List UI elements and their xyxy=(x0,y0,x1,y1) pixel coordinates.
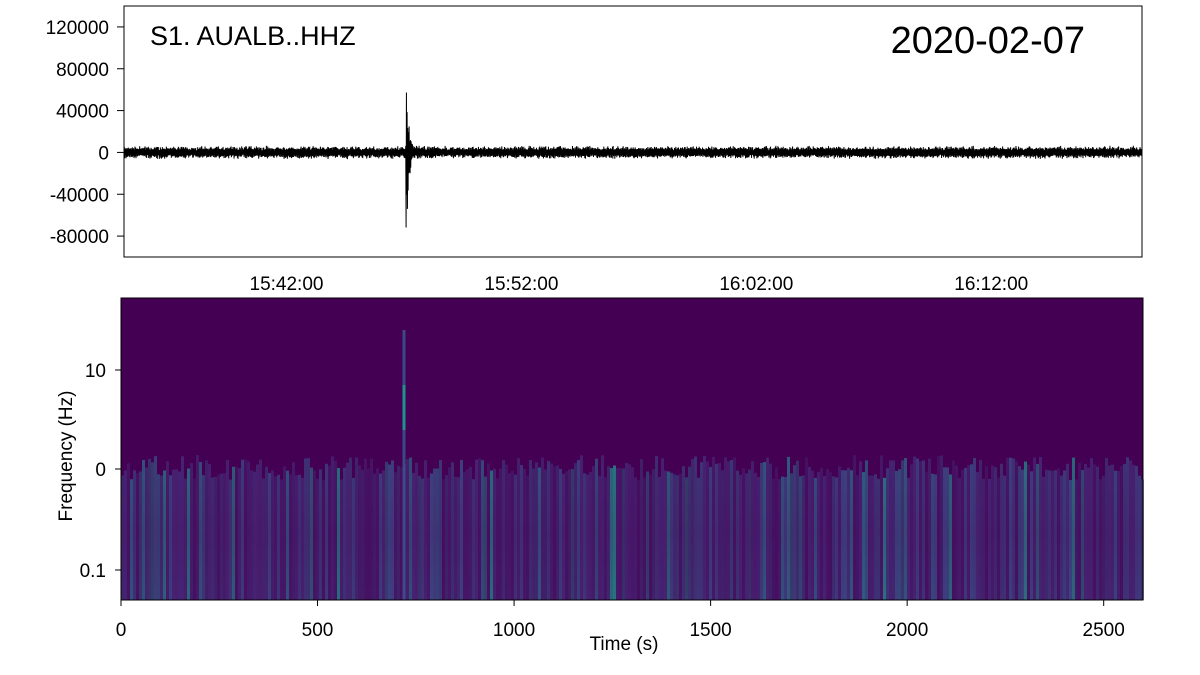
time-tick-label: 16:12:00 xyxy=(954,274,1028,295)
spectrogram-x-tick-label: 1500 xyxy=(689,620,731,641)
waveform-y-tick-label: 80000 xyxy=(56,60,109,81)
waveform-y-tick-label: 40000 xyxy=(56,102,109,123)
spectrogram-y-tick-label: 0 xyxy=(95,460,106,481)
time-tick-label: 16:02:00 xyxy=(719,274,793,295)
y-axis-title: Frequency (Hz) xyxy=(56,391,77,522)
spectrogram-fade xyxy=(121,455,1143,600)
waveform-trace xyxy=(123,92,1143,228)
date-label: 2020-02-07 xyxy=(891,20,1085,62)
waveform-y-tick-label: -40000 xyxy=(50,185,109,206)
spectrogram-x-tick-label: 2500 xyxy=(1083,620,1125,641)
spectrogram-x-tick-marks xyxy=(120,600,1105,606)
x-axis-title: Time (s) xyxy=(590,634,659,655)
waveform-line xyxy=(123,92,1143,228)
spectrogram-x-tick-labels: 0 500 1000 1500 2000 2500 xyxy=(116,620,1125,641)
spectrogram-x-tick-label: 1000 xyxy=(493,620,535,641)
spectrogram-frame xyxy=(120,297,1144,601)
time-of-day-tick-labels: 15:42:00 15:52:00 16:02:00 16:12:00 xyxy=(250,274,1029,295)
spectrogram-y-tick-labels: 10 0 0.1 xyxy=(80,361,106,582)
waveform-y-tick-labels: 120000 80000 40000 0 -40000 -80000 xyxy=(46,18,109,248)
waveform-panel: 120000 80000 40000 0 -40000 -80000 S1. AUALB.… xyxy=(46,5,1143,295)
time-tick-label: 15:52:00 xyxy=(484,274,558,295)
waveform-y-tick-label: -80000 xyxy=(50,227,109,248)
event-streak xyxy=(402,330,406,600)
spectrogram-event-streak xyxy=(402,330,406,600)
spectrogram-x-tick-label: 2000 xyxy=(886,620,928,641)
waveform-frame xyxy=(123,5,1143,258)
station-label: S1. AUALB..HHZ xyxy=(150,21,356,51)
event-streak-core xyxy=(402,385,406,430)
time-tick-label: 15:42:00 xyxy=(250,274,324,295)
spectrogram-x-tick-label: 0 xyxy=(116,620,127,641)
spectrogram-y-tick-label: 10 xyxy=(85,361,106,382)
waveform-y-tick-marks xyxy=(117,26,124,237)
spectrogram-y-tick-marks xyxy=(115,369,121,571)
spectrogram-y-tick-label: 0.1 xyxy=(80,561,106,582)
spectrogram-panel: 10 0 0.1 0 500 1000 1500 2000 2500 Time (s) Fre… xyxy=(56,297,1144,655)
spectrogram-x-tick-label: 500 xyxy=(302,620,334,641)
waveform-y-tick-label: 0 xyxy=(98,143,109,164)
waveform-y-tick-label: 120000 xyxy=(46,18,109,39)
